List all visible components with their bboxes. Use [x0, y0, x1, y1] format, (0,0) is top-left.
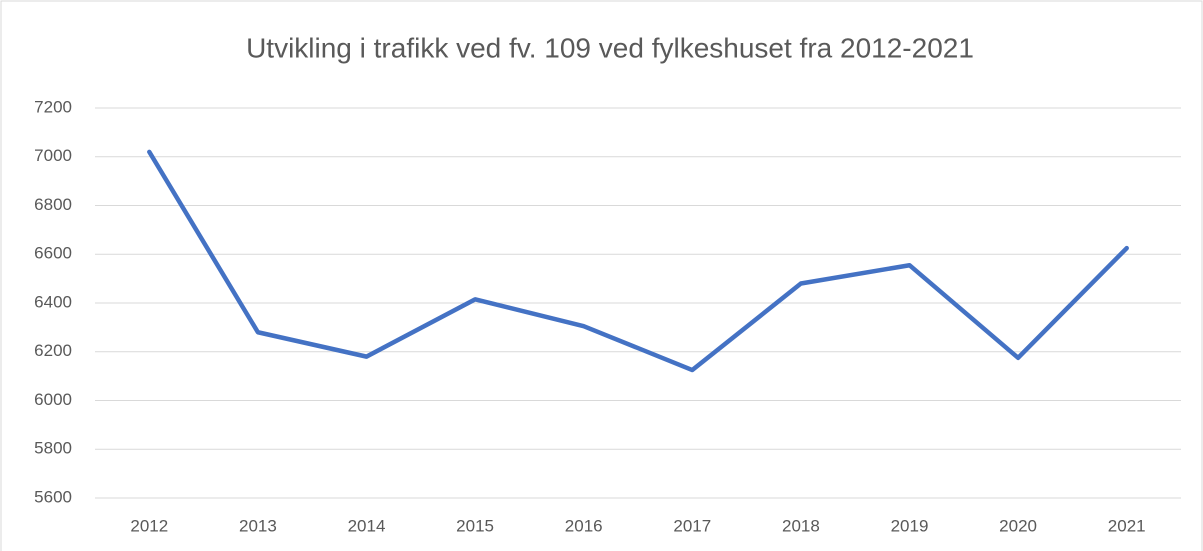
x-tick-label: 2018 [782, 516, 820, 535]
y-tick-label: 6400 [34, 292, 72, 311]
x-tick-label: 2015 [456, 516, 494, 535]
x-tick-label: 2021 [1108, 516, 1146, 535]
y-tick-label: 7200 [34, 97, 72, 116]
x-tick-label: 2020 [999, 516, 1037, 535]
data-line [147, 149, 1129, 373]
y-tick-label: 6200 [34, 341, 72, 360]
x-tick-label: 2017 [673, 516, 711, 535]
x-tick-label: 2019 [891, 516, 929, 535]
y-tick-label: 5600 [34, 487, 72, 506]
x-tick-label: 2014 [348, 516, 386, 535]
y-tick-label: 7000 [34, 146, 72, 165]
x-tick-label: 2013 [239, 516, 277, 535]
y-tick-label: 5800 [34, 439, 72, 458]
x-tick-label: 2016 [565, 516, 603, 535]
x-tick-label: 2012 [130, 516, 168, 535]
y-tick-label: 6000 [34, 390, 72, 409]
y-tick-label: 6600 [34, 244, 72, 263]
y-tick-label: 6800 [34, 195, 72, 214]
chart-title: Utvikling i trafikk ved fv. 109 ved fylk… [246, 32, 974, 63]
